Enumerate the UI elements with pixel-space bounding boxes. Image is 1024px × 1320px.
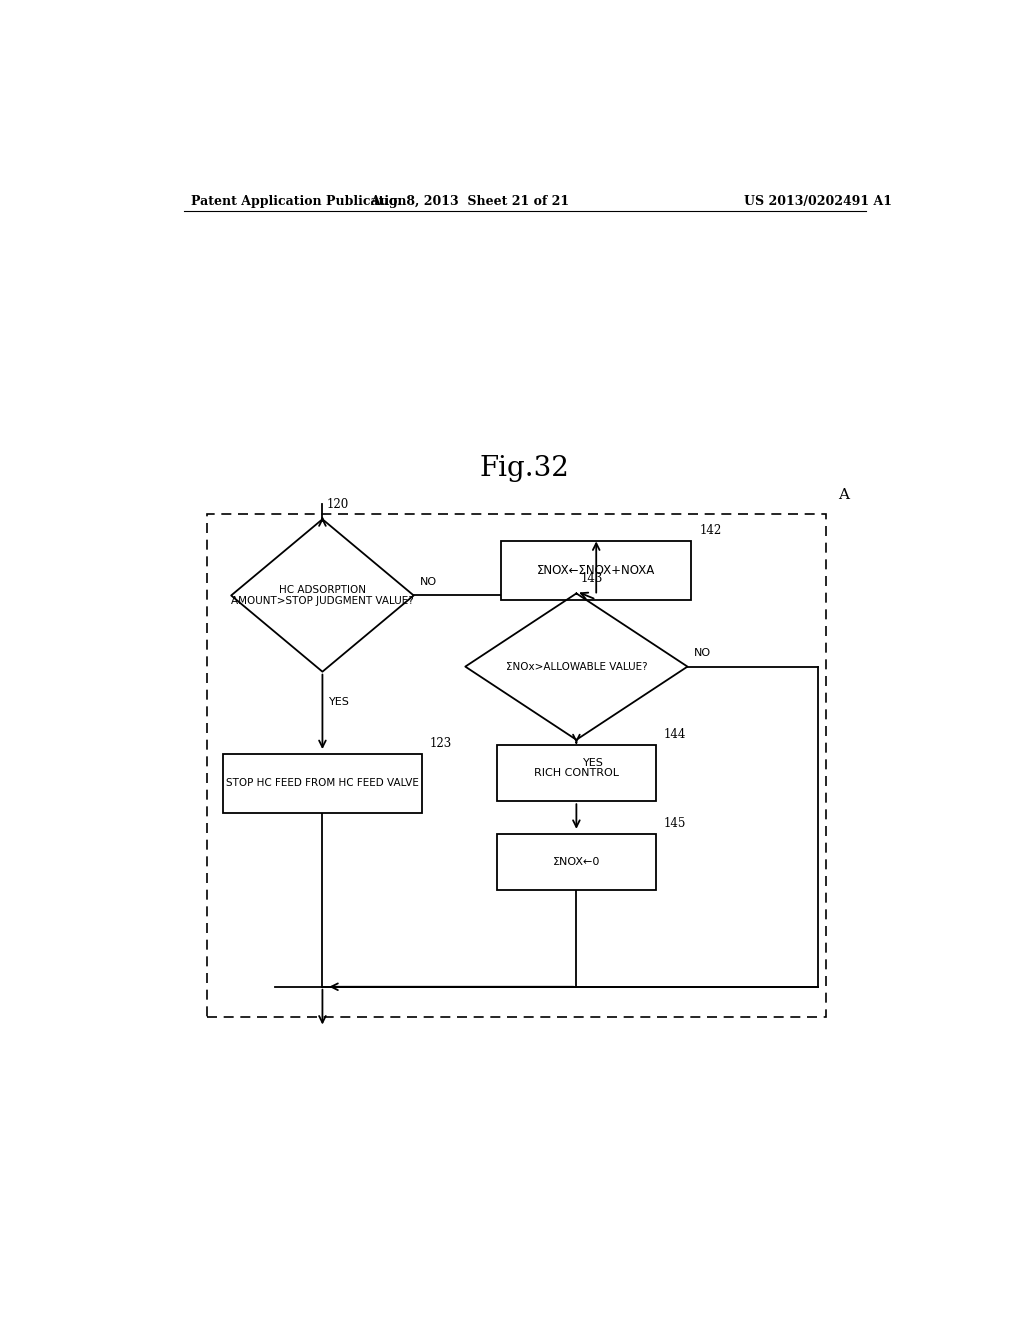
Bar — [497, 834, 655, 890]
Bar — [501, 541, 691, 599]
Text: US 2013/0202491 A1: US 2013/0202491 A1 — [744, 194, 893, 207]
Text: ΣNOX←ΣNOX+NOXA: ΣNOX←ΣNOX+NOXA — [538, 564, 655, 577]
Text: Fig.32: Fig.32 — [480, 455, 569, 482]
Text: 144: 144 — [664, 729, 686, 742]
Text: STOP HC FEED FROM HC FEED VALVE: STOP HC FEED FROM HC FEED VALVE — [226, 779, 419, 788]
Text: 142: 142 — [699, 524, 722, 536]
Text: NO: NO — [420, 577, 437, 587]
Text: Aug. 8, 2013  Sheet 21 of 21: Aug. 8, 2013 Sheet 21 of 21 — [370, 194, 568, 207]
Text: 145: 145 — [664, 817, 686, 830]
Text: YES: YES — [329, 697, 349, 708]
Text: 123: 123 — [430, 737, 452, 750]
Text: Patent Application Publication: Patent Application Publication — [191, 194, 407, 207]
Text: ΣNOX←0: ΣNOX←0 — [553, 857, 600, 867]
Text: A: A — [839, 488, 849, 502]
Text: 120: 120 — [327, 498, 348, 511]
Text: HC ADSORPTION
AMOUNT>STOP JUDGMENT VALUE?: HC ADSORPTION AMOUNT>STOP JUDGMENT VALUE… — [231, 585, 414, 606]
Text: NO: NO — [694, 648, 711, 659]
Text: RICH CONTROL: RICH CONTROL — [534, 768, 618, 779]
Text: YES: YES — [583, 758, 603, 768]
Text: ΣNOx>ALLOWABLE VALUE?: ΣNOx>ALLOWABLE VALUE? — [506, 661, 647, 672]
Bar — [207, 515, 826, 1018]
Bar — [223, 754, 422, 813]
Bar — [497, 746, 655, 801]
Text: 143: 143 — [581, 573, 603, 585]
